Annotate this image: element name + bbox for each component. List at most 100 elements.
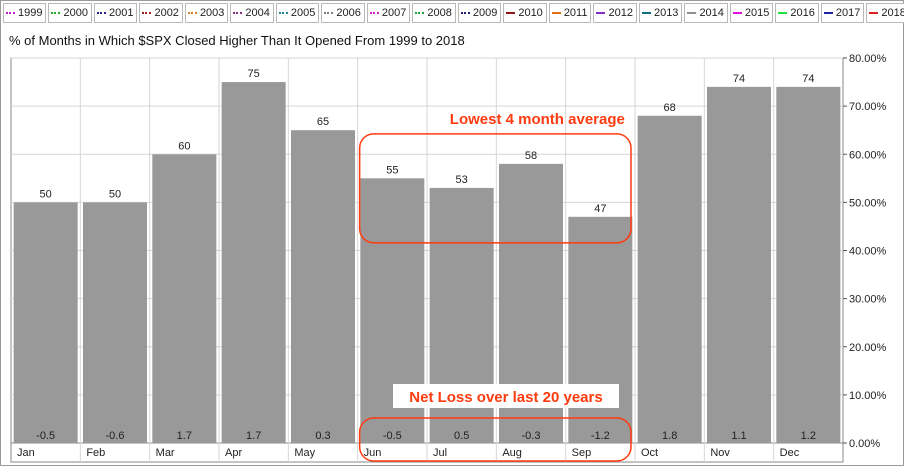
avg-change-label: -0.5 [383,430,402,442]
x-tick-label: Nov [710,447,730,459]
x-tick-label: Sep [572,447,592,459]
legend-item[interactable]: 2007 [366,3,411,23]
avg-change-label: 1.7 [246,430,261,442]
bar [637,115,702,443]
legend-item[interactable]: 2003 [184,3,229,23]
avg-change-label: 0.5 [454,430,469,442]
legend-item[interactable]: 2014 [684,3,728,23]
legend-item[interactable]: 2000 [48,3,92,23]
x-tick-label: Oct [641,447,658,459]
bar [13,202,78,443]
x-tick-label: Dec [780,447,800,459]
legend-label: 2015 [744,7,770,19]
legend-label: 2010 [518,7,543,19]
legend-swatch-icon [641,12,651,14]
legend-swatch-icon [324,12,334,14]
legend-item[interactable]: 2006 [321,3,365,23]
legend-label: 2016 [790,7,815,19]
legend-swatch-icon [6,12,15,14]
legend-item[interactable]: 2017 [820,3,865,23]
x-tick-label: Aug [502,447,522,459]
annotation-label-bg [393,384,619,408]
bar-value-label: 74 [802,73,814,85]
legend-label: 2012 [608,7,633,19]
legend-item[interactable]: 2009 [457,3,502,23]
annotation-box [358,417,632,462]
x-tick-label: May [294,447,315,459]
legend-label: 2009 [472,7,498,19]
x-tick-label: Mar [156,447,175,459]
legend-item[interactable]: 2015 [729,3,774,23]
legend-item[interactable]: 1999 [3,3,47,23]
legend-swatch-icon [687,12,697,14]
legend-label: 2004 [245,7,270,19]
legend-item[interactable]: 2010 [503,3,547,23]
bar [152,154,217,443]
legend-item[interactable]: 2011 [548,3,592,23]
y-tick-label: 20.00% [849,342,887,354]
legend: 1999 2000 2001 2002 2003 2004 2005 2006 2007 2008… [3,3,904,25]
legend-label: 2003 [199,7,225,19]
bar-value-label: 74 [733,73,745,85]
bar-value-label: 65 [317,116,329,128]
legend-label: 2000 [63,7,88,19]
legend-item[interactable]: 2005 [275,3,320,23]
bar-value-label: 55 [386,164,398,176]
legend-item[interactable]: 2008 [412,3,456,23]
bar [707,86,771,443]
y-tick-label: 80.00% [849,53,887,65]
bar-value-label: 47 [594,203,606,215]
bar [83,202,147,443]
y-tick-label: 40.00% [849,246,887,258]
avg-change-label: -1.2 [591,430,610,442]
legend-swatch-icon [778,12,788,14]
chart-title: % of Months in Which $SPX Closed Higher … [9,33,465,48]
bar [291,130,355,443]
legend-item[interactable]: 2016 [775,3,819,23]
legend-swatch-icon [596,12,606,14]
y-tick-label: 0.00% [849,438,880,450]
bar [776,86,841,443]
legend-item[interactable]: 2012 [593,3,637,23]
avg-change-label: 1.2 [801,430,816,442]
legend-item[interactable]: 2002 [139,3,183,23]
legend-label: 2008 [427,7,452,19]
legend-label: 2018 [881,7,904,19]
legend-item[interactable]: 2004 [230,3,274,23]
legend-swatch-icon [278,12,288,14]
legend-swatch-icon [96,12,106,14]
y-tick-label: 50.00% [849,197,887,209]
bar-value-label: 68 [664,102,676,114]
legend-label: 2006 [336,7,361,19]
x-tick-label: Apr [225,447,242,459]
legend-label: 1999 [18,7,43,19]
bar [221,82,286,443]
legend-label: 2011 [563,7,588,19]
annotation-box [358,133,632,244]
avg-change-label: 1.7 [177,430,192,442]
avg-change-label: 1.1 [731,430,746,442]
legend-label: 2002 [154,7,179,19]
x-tick-label: Jul [433,447,447,459]
x-tick-label: Feb [86,447,105,459]
legend-item[interactable]: 2013 [638,3,683,23]
legend-label: 2013 [653,7,679,19]
legend-swatch-icon [869,12,879,14]
bar [568,216,633,443]
bar-value-label: 60 [178,140,190,152]
legend-swatch-icon [233,12,243,14]
bar-value-label: 50 [40,188,52,200]
legend-label: 2005 [290,7,316,19]
bar-value-label: 50 [109,188,121,200]
x-tick-label: Jan [17,447,35,459]
y-tick-label: 30.00% [849,294,887,306]
legend-label: 2017 [835,7,861,19]
legend-item[interactable]: 2001 [93,3,138,23]
legend-item[interactable]: 2018 [866,3,904,23]
legend-swatch-icon [551,12,561,14]
x-tick-label: Jun [364,447,382,459]
legend-swatch-icon [823,12,833,14]
legend-swatch-icon [732,12,742,14]
legend-label: 2007 [381,7,407,19]
